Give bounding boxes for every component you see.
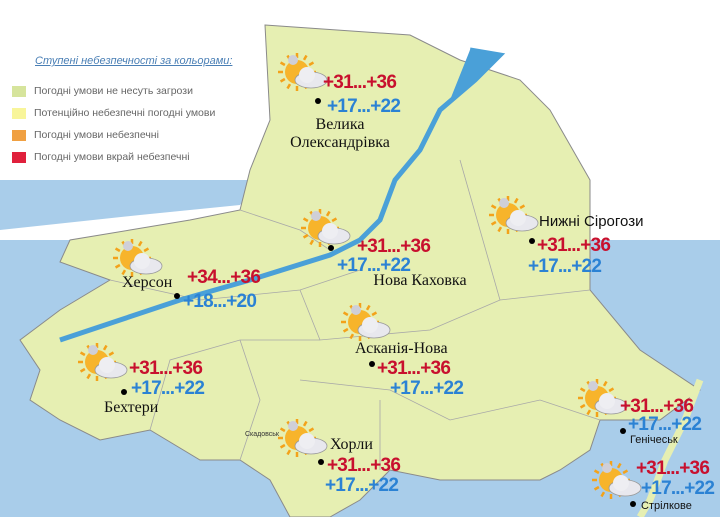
city-name: Велика Олександрівка — [290, 116, 390, 151]
city-marker — [369, 361, 375, 367]
night-temperature: +17...+22 — [131, 378, 205, 399]
night-temperature: +17...+22 — [327, 96, 401, 117]
district-borders — [109, 159, 601, 470]
day-temperature: +34...+36 — [187, 267, 261, 288]
legend-swatch — [12, 130, 26, 141]
weather-icon — [578, 379, 628, 417]
city-marker — [529, 238, 535, 244]
city-name: Асканія-Нова — [355, 340, 448, 357]
city-marker — [121, 389, 127, 395]
legend-label: Потенційно небезпечні погодні умови — [34, 107, 216, 119]
city-marker — [630, 501, 636, 507]
legend-swatch — [12, 152, 26, 163]
city-name: Генічеськ — [630, 434, 678, 446]
weather-icon — [78, 343, 128, 381]
region-land — [19, 24, 701, 517]
city-marker — [318, 459, 324, 465]
weather-icon — [341, 303, 391, 341]
city-name: Хорли — [330, 436, 373, 453]
day-temperature: +31...+36 — [323, 72, 397, 93]
night-temperature: +17...+22 — [641, 478, 715, 499]
day-temperature: +31...+36 — [129, 358, 203, 379]
day-temperature: +31...+36 — [327, 455, 401, 476]
weather-icon — [278, 53, 328, 91]
city-marker — [620, 428, 626, 434]
legend-title: Ступені небезпечності за кольорами: — [35, 55, 233, 67]
weather-icon — [592, 461, 642, 499]
reservoir — [450, 50, 500, 100]
weather-icon — [301, 209, 351, 247]
map-label: Скадовськ — [245, 431, 280, 438]
legend-label: Погодні умови вкрай небезпечні — [34, 151, 190, 163]
city-marker — [328, 245, 334, 251]
day-temperature: +31...+36 — [357, 236, 431, 257]
city-name: Херсон — [122, 274, 173, 291]
city-name: Нова Каховка — [373, 272, 467, 289]
weather-icon — [489, 196, 539, 234]
day-temperature: +31...+36 — [377, 358, 451, 379]
night-temperature: +17...+22 — [390, 378, 464, 399]
city-name: Бехтери — [104, 399, 159, 416]
night-temperature: +17...+22 — [628, 414, 702, 435]
legend-swatch — [12, 108, 26, 119]
legend-swatch — [12, 86, 26, 97]
night-temperature: +17...+22 — [528, 256, 602, 277]
day-temperature: +31...+36 — [620, 396, 694, 417]
day-temperature: +31...+36 — [636, 458, 710, 479]
city-marker — [315, 98, 321, 104]
city-marker — [174, 293, 180, 299]
city-name: Стрілкове — [641, 500, 692, 512]
weather-icon — [278, 419, 328, 457]
legend-label: Погодні умови небезпечні — [34, 129, 159, 141]
legend-label: Погодні умови не несуть загрози — [34, 85, 193, 97]
night-temperature: +17...+22 — [325, 475, 399, 496]
day-temperature: +31...+36 — [537, 235, 611, 256]
weather-icon — [113, 239, 163, 277]
spit — [636, 378, 704, 517]
night-temperature: +18...+20 — [183, 291, 257, 312]
city-name: Нижні Сірогози — [539, 213, 644, 230]
night-temperature: +17...+22 — [337, 255, 411, 276]
